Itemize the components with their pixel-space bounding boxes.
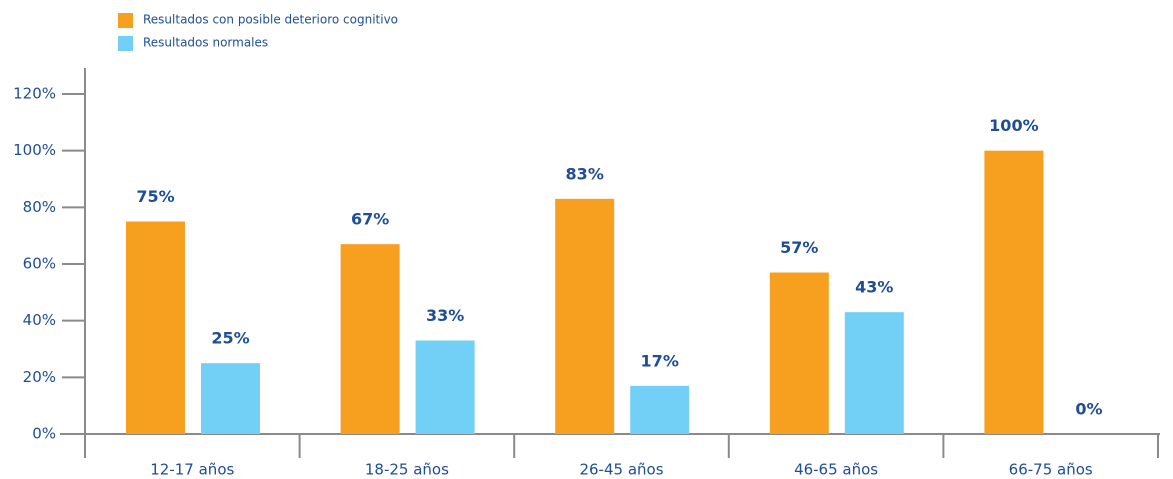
y-tick-label: 40% (23, 311, 56, 329)
y-tick-label: 80% (23, 198, 56, 216)
bar (555, 198, 615, 434)
value-label: 33% (426, 306, 464, 325)
legend-label: Resultados con posible deterioro cogniti… (143, 13, 398, 27)
x-tick-label: 18-25 años (365, 461, 449, 479)
value-label: 43% (855, 278, 893, 297)
legend-swatch (118, 36, 133, 51)
y-tick-label: 120% (13, 85, 56, 103)
x-tick-label: 12-17 años (150, 461, 234, 479)
y-tick-label: 20% (23, 368, 56, 386)
value-label: 67% (351, 210, 389, 229)
y-tick-label: 60% (23, 255, 56, 273)
value-label: 83% (566, 164, 604, 183)
value-label: 75% (136, 187, 174, 206)
bar (769, 272, 829, 434)
bar (415, 340, 475, 434)
value-label: 100% (989, 116, 1038, 135)
bar (630, 385, 690, 434)
value-label: 25% (211, 329, 249, 348)
legend-label: Resultados normales (143, 36, 268, 50)
bar (844, 312, 904, 434)
bar (984, 150, 1044, 434)
bar (201, 363, 260, 434)
value-label: 0% (1075, 400, 1102, 419)
y-tick-label: 0% (32, 425, 56, 443)
bar (340, 244, 400, 434)
value-label: 57% (780, 238, 818, 257)
x-tick-label: 66-75 años (1009, 461, 1093, 479)
bar (126, 221, 185, 434)
x-tick-label: 46-65 años (794, 461, 878, 479)
value-label: 17% (641, 351, 679, 370)
x-tick-label: 26-45 años (579, 461, 663, 479)
y-tick-label: 100% (13, 141, 56, 159)
legend-swatch (118, 13, 133, 28)
